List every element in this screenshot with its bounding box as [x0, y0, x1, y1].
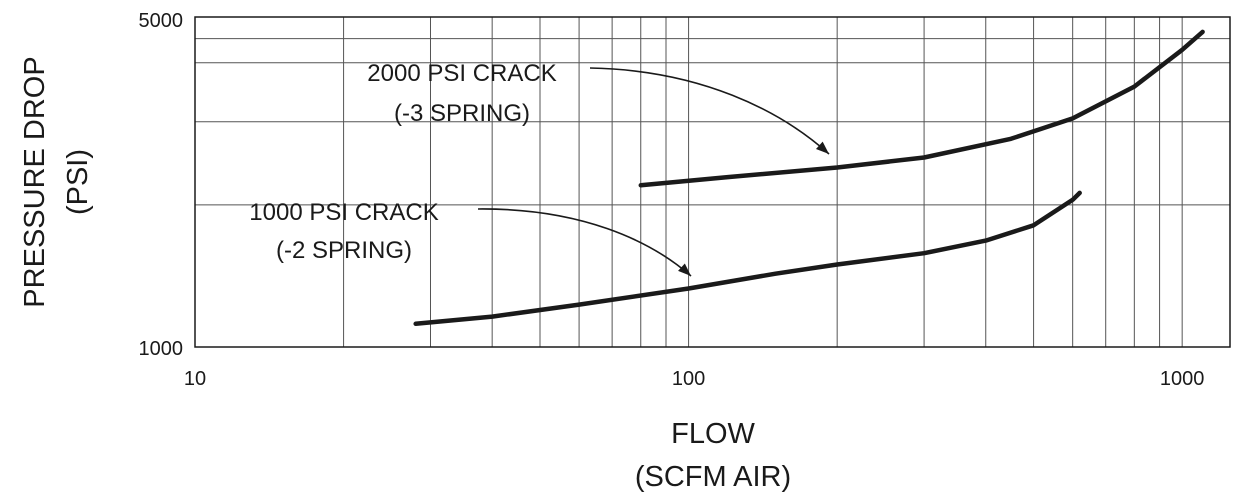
plot-frame [194, 16, 1231, 348]
series-line-0 [638, 29, 1205, 188]
y-axis-title: PRESSURE DROP [19, 56, 51, 307]
x-tick-label: 100 [672, 368, 705, 390]
series-line-1 [413, 190, 1082, 327]
x-tick-label: 10 [184, 368, 206, 390]
series-1000-arrowhead [678, 263, 691, 276]
series-1000-sublabel: (-2 SPRING) [276, 237, 412, 264]
x-tick-label: 1000 [1160, 368, 1205, 390]
y-tick-label: 5000 [139, 10, 184, 32]
series-1000-leader [477, 208, 692, 277]
series-2000-sublabel: (-3 SPRING) [394, 100, 530, 127]
series-2000-leader [589, 67, 830, 155]
grid [195, 17, 1230, 347]
x-axis-subtitle: (SCFM AIR) [635, 461, 791, 493]
series-group [413, 29, 1205, 327]
annotations [477, 67, 830, 277]
y-axis-subtitle: (PSI) [62, 149, 94, 215]
y-tick-label: 1000 [139, 338, 184, 360]
series-2000-label: 2000 PSI CRACK [367, 60, 556, 87]
series-2000-arrowhead [815, 141, 829, 154]
x-axis-title: FLOW [671, 418, 755, 450]
series-1000-label: 1000 PSI CRACK [249, 199, 438, 226]
